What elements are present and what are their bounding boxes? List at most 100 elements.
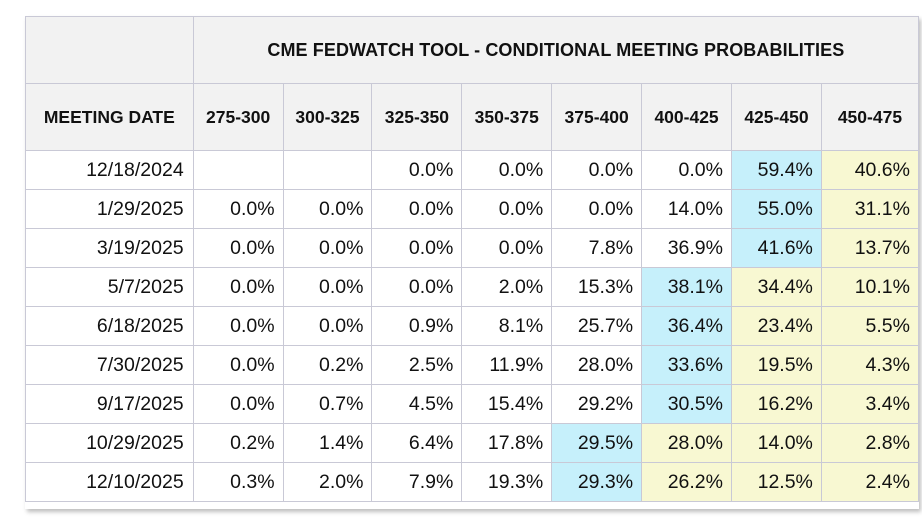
- probability-cell: 12.5%: [731, 462, 822, 502]
- column-header-350-375: 350-375: [461, 83, 553, 151]
- table-row: 12/18/2024 0.0% 0.0% 0.0% 0.0% 59.4% 40.6%: [25, 150, 920, 190]
- probability-cell: 0.7%: [282, 384, 373, 424]
- meeting-date-header: MEETING DATE: [25, 83, 194, 151]
- column-header-450-475: 450-475: [820, 83, 920, 151]
- table-row: 3/19/2025 0.0% 0.0% 0.0% 0.0% 7.8% 36.9% 41.6% 1…: [25, 228, 920, 268]
- probability-cell: 0.0%: [371, 150, 463, 190]
- probability-cell: 0.0%: [282, 306, 373, 346]
- probability-cell: 2.8%: [820, 423, 920, 463]
- meeting-date-cell: 12/18/2024: [25, 150, 194, 190]
- probability-cell: 17.8%: [461, 423, 553, 463]
- table-row: 5/7/2025 0.0% 0.0% 0.0% 2.0% 15.3% 38.1% 34.4% 1…: [25, 267, 920, 307]
- probability-cell: 0.0%: [371, 228, 463, 268]
- meeting-date-cell: 3/19/2025: [25, 228, 194, 268]
- probability-table: CME FEDWATCH TOOL - CONDITIONAL MEETING …: [25, 16, 920, 502]
- probability-cell: 7.9%: [371, 462, 463, 502]
- probability-cell: 30.5%: [641, 384, 732, 424]
- probability-cell: 15.3%: [551, 267, 643, 307]
- probability-cell: 14.0%: [641, 189, 732, 229]
- probability-cell: 13.7%: [820, 228, 920, 268]
- probability-cell: 36.9%: [641, 228, 732, 268]
- probability-cell: 0.0%: [192, 384, 284, 424]
- probability-cell: 23.4%: [731, 306, 822, 346]
- table-row: 9/17/2025 0.0% 0.7% 4.5% 15.4% 29.2% 30.5% 16.2…: [25, 384, 920, 424]
- probability-cell: 0.0%: [282, 228, 373, 268]
- probability-cell: 0.0%: [641, 150, 732, 190]
- column-header-375-400: 375-400: [551, 83, 643, 151]
- probability-cell: 0.0%: [282, 189, 373, 229]
- table-title: CME FEDWATCH TOOL - CONDITIONAL MEETING …: [192, 16, 920, 84]
- probability-cell: 8.1%: [461, 306, 553, 346]
- column-header-425-450: 425-450: [731, 83, 822, 151]
- probability-cell: 29.2%: [551, 384, 643, 424]
- table-row: 7/30/2025 0.0% 0.2% 2.5% 11.9% 28.0% 33.6% 19.5…: [25, 345, 920, 385]
- probability-cell: [282, 150, 373, 190]
- probability-cell: 7.8%: [551, 228, 643, 268]
- table-row: 1/29/2025 0.0% 0.0% 0.0% 0.0% 0.0% 14.0% 55.0% 3…: [25, 189, 920, 229]
- probability-cell: 0.0%: [371, 267, 463, 307]
- probability-cell: 0.0%: [192, 189, 284, 229]
- probability-cell: 29.3%: [551, 462, 643, 502]
- meeting-date-cell: 12/10/2025: [25, 462, 194, 502]
- probability-cell: 2.4%: [820, 462, 920, 502]
- probability-cell: 0.2%: [192, 423, 284, 463]
- table-body: 12/18/2024 0.0% 0.0% 0.0% 0.0% 59.4% 40.6% 1/29…: [25, 150, 920, 502]
- probability-cell: 3.4%: [820, 384, 920, 424]
- table-row: 6/18/2025 0.0% 0.0% 0.9% 8.1% 25.7% 36.4% 23.4%…: [25, 306, 920, 346]
- probability-cell: 0.0%: [192, 228, 284, 268]
- probability-cell: [192, 150, 284, 190]
- probability-cell: 0.0%: [192, 306, 284, 346]
- probability-cell: 5.5%: [820, 306, 920, 346]
- probability-cell: 33.6%: [641, 345, 732, 385]
- table-row: 12/10/2025 0.3% 2.0% 7.9% 19.3% 29.3% 26.2% 12.…: [25, 462, 920, 502]
- probability-cell: 0.3%: [192, 462, 284, 502]
- probability-cell: 10.1%: [820, 267, 920, 307]
- probability-cell: 28.0%: [641, 423, 732, 463]
- column-header-300-325: 300-325: [282, 83, 373, 151]
- probability-cell: 29.5%: [551, 423, 643, 463]
- probability-cell: 38.1%: [641, 267, 732, 307]
- meeting-date-cell: 7/30/2025: [25, 345, 194, 385]
- probability-cell: 4.3%: [820, 345, 920, 385]
- meeting-date-cell: 10/29/2025: [25, 423, 194, 463]
- probability-cell: 26.2%: [641, 462, 732, 502]
- probability-cell: 4.5%: [371, 384, 463, 424]
- probability-cell: 6.4%: [371, 423, 463, 463]
- meeting-date-cell: 5/7/2025: [25, 267, 194, 307]
- probability-cell: 34.4%: [731, 267, 822, 307]
- probability-cell: 0.0%: [461, 228, 553, 268]
- probability-cell: 0.0%: [461, 150, 553, 190]
- probability-cell: 11.9%: [461, 345, 553, 385]
- probability-cell: 59.4%: [731, 150, 822, 190]
- probability-cell: 14.0%: [731, 423, 822, 463]
- probability-cell: 0.0%: [282, 267, 373, 307]
- probability-cell: 40.6%: [820, 150, 920, 190]
- meeting-date-cell: 9/17/2025: [25, 384, 194, 424]
- probability-cell: 0.0%: [371, 189, 463, 229]
- probability-cell: 41.6%: [731, 228, 822, 268]
- column-header-325-350: 325-350: [371, 83, 463, 151]
- probability-cell: 31.1%: [820, 189, 920, 229]
- corner-cell: [25, 16, 194, 84]
- probability-cell: 0.2%: [282, 345, 373, 385]
- probability-cell: 55.0%: [731, 189, 822, 229]
- probability-cell: 0.0%: [551, 189, 643, 229]
- probability-cell: 16.2%: [731, 384, 822, 424]
- probability-cell: 0.0%: [192, 345, 284, 385]
- probability-cell: 0.0%: [551, 150, 643, 190]
- meeting-date-cell: 6/18/2025: [25, 306, 194, 346]
- probability-cell: 0.0%: [461, 189, 553, 229]
- probability-cell: 15.4%: [461, 384, 553, 424]
- probability-cell: 25.7%: [551, 306, 643, 346]
- probability-cell: 2.0%: [461, 267, 553, 307]
- column-header-275-300: 275-300: [192, 83, 284, 151]
- probability-cell: 0.9%: [371, 306, 463, 346]
- probability-cell: 2.0%: [282, 462, 373, 502]
- probability-cell: 2.5%: [371, 345, 463, 385]
- table-row: 10/29/2025 0.2% 1.4% 6.4% 17.8% 29.5% 28.0% 14.…: [25, 423, 920, 463]
- fedwatch-table-panel: CME FEDWATCH TOOL - CONDITIONAL MEETING …: [25, 16, 920, 509]
- probability-cell: 28.0%: [551, 345, 643, 385]
- probability-cell: 19.5%: [731, 345, 822, 385]
- probability-cell: 1.4%: [282, 423, 373, 463]
- probability-cell: 19.3%: [461, 462, 553, 502]
